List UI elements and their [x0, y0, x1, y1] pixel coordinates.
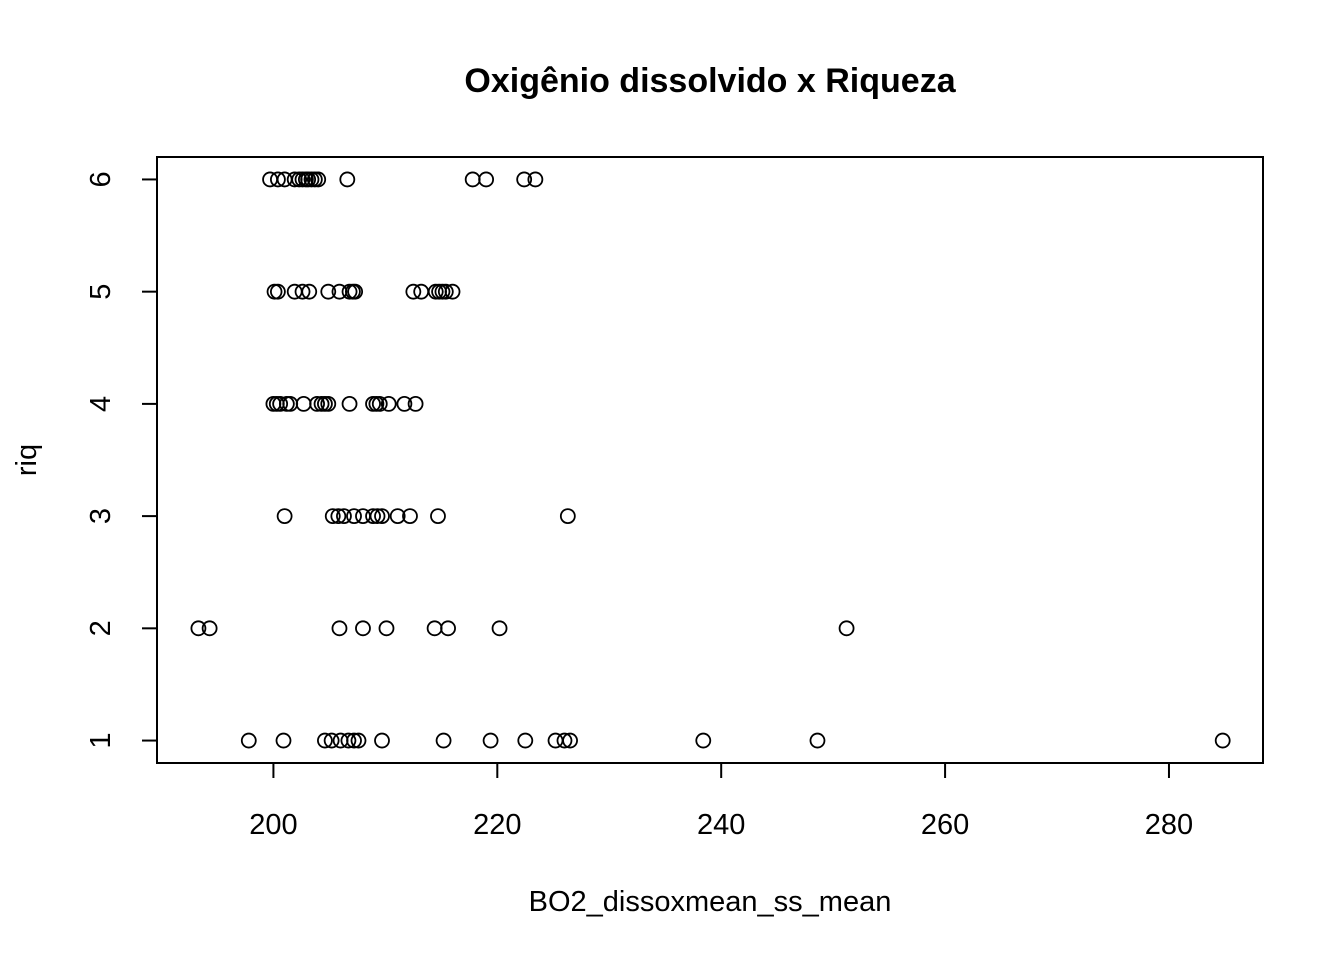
data-point: [695, 732, 712, 749]
x-axis-label: BO2_dissoxmean_ss_mean: [529, 886, 892, 918]
data-point: [374, 508, 390, 525]
data-point: [478, 171, 495, 188]
y-axis: 1 2 3 4 5 6: [85, 171, 158, 749]
data-point: [355, 620, 371, 637]
data-point: [269, 171, 286, 188]
data-point: [341, 395, 358, 412]
data-point: [266, 283, 283, 300]
data-point: [437, 283, 454, 300]
data-point: [369, 508, 386, 525]
data-point: [340, 732, 357, 749]
y-tick-label: 4: [85, 396, 117, 412]
data-point: [272, 395, 289, 412]
data-point: [294, 283, 311, 300]
data-point: [440, 620, 456, 637]
data-point: [320, 283, 337, 300]
data-point: [378, 620, 395, 637]
data-point: [276, 508, 293, 525]
data-point: [482, 732, 499, 749]
data-point: [339, 171, 356, 188]
data-point: [310, 171, 327, 188]
data-point: [838, 620, 855, 637]
y-tick-label: 5: [85, 284, 117, 300]
data-point: [405, 283, 422, 300]
data-point: [464, 171, 481, 188]
data-point: [374, 732, 390, 749]
data-point: [444, 283, 461, 300]
data-point: [407, 395, 424, 412]
data-point: [320, 395, 337, 412]
data-point: [301, 283, 318, 300]
data-point: [426, 620, 443, 637]
data-point: [330, 508, 347, 525]
x-tick-label: 260: [921, 809, 969, 841]
data-point: [402, 508, 418, 525]
data-point: [331, 620, 348, 637]
data-point: [380, 395, 397, 412]
data-point: [556, 732, 573, 749]
data-point: [295, 395, 312, 412]
data-point: [1214, 732, 1231, 749]
data-point: [365, 508, 381, 525]
x-tick-label: 220: [473, 809, 521, 841]
chart-title: Oxigênio dissolvido x Riqueza: [464, 62, 956, 100]
x-axis: 200 220 240 260 280: [249, 762, 1193, 841]
data-point: [324, 508, 341, 525]
data-point: [240, 732, 257, 749]
data-point: [559, 508, 576, 525]
data-point: [809, 732, 826, 749]
data-point: [346, 508, 362, 525]
data-point: [190, 620, 207, 637]
data-point: [430, 508, 446, 525]
data-point: [347, 283, 364, 300]
x-tick-label: 240: [697, 809, 745, 841]
y-tick-label: 3: [85, 508, 117, 524]
y-tick-label: 2: [85, 620, 117, 636]
x-tick-label: 280: [1145, 809, 1193, 841]
data-point: [562, 732, 578, 749]
data-point: [527, 171, 544, 188]
data-point: [396, 395, 413, 412]
data-point: [346, 732, 362, 749]
data-point: [371, 395, 388, 412]
data-point: [269, 283, 286, 300]
data-point: [389, 508, 406, 525]
plot-frame: [156, 156, 1264, 764]
data-point: [435, 732, 452, 749]
data-point: [517, 732, 534, 749]
data-point: [491, 620, 508, 637]
x-tick-label: 200: [249, 809, 297, 841]
data-point: [323, 732, 340, 749]
data-point: [336, 508, 352, 525]
data-point: [516, 171, 533, 188]
data-point: [317, 732, 333, 749]
y-tick-label: 1: [85, 732, 117, 748]
y-tick-label: 6: [85, 171, 117, 187]
data-points: [190, 171, 1231, 749]
data-point: [201, 620, 218, 637]
data-point: [282, 395, 299, 412]
data-point: [350, 732, 367, 749]
data-point: [275, 732, 292, 749]
data-point: [309, 395, 325, 412]
y-axis-label: riq: [11, 444, 43, 476]
